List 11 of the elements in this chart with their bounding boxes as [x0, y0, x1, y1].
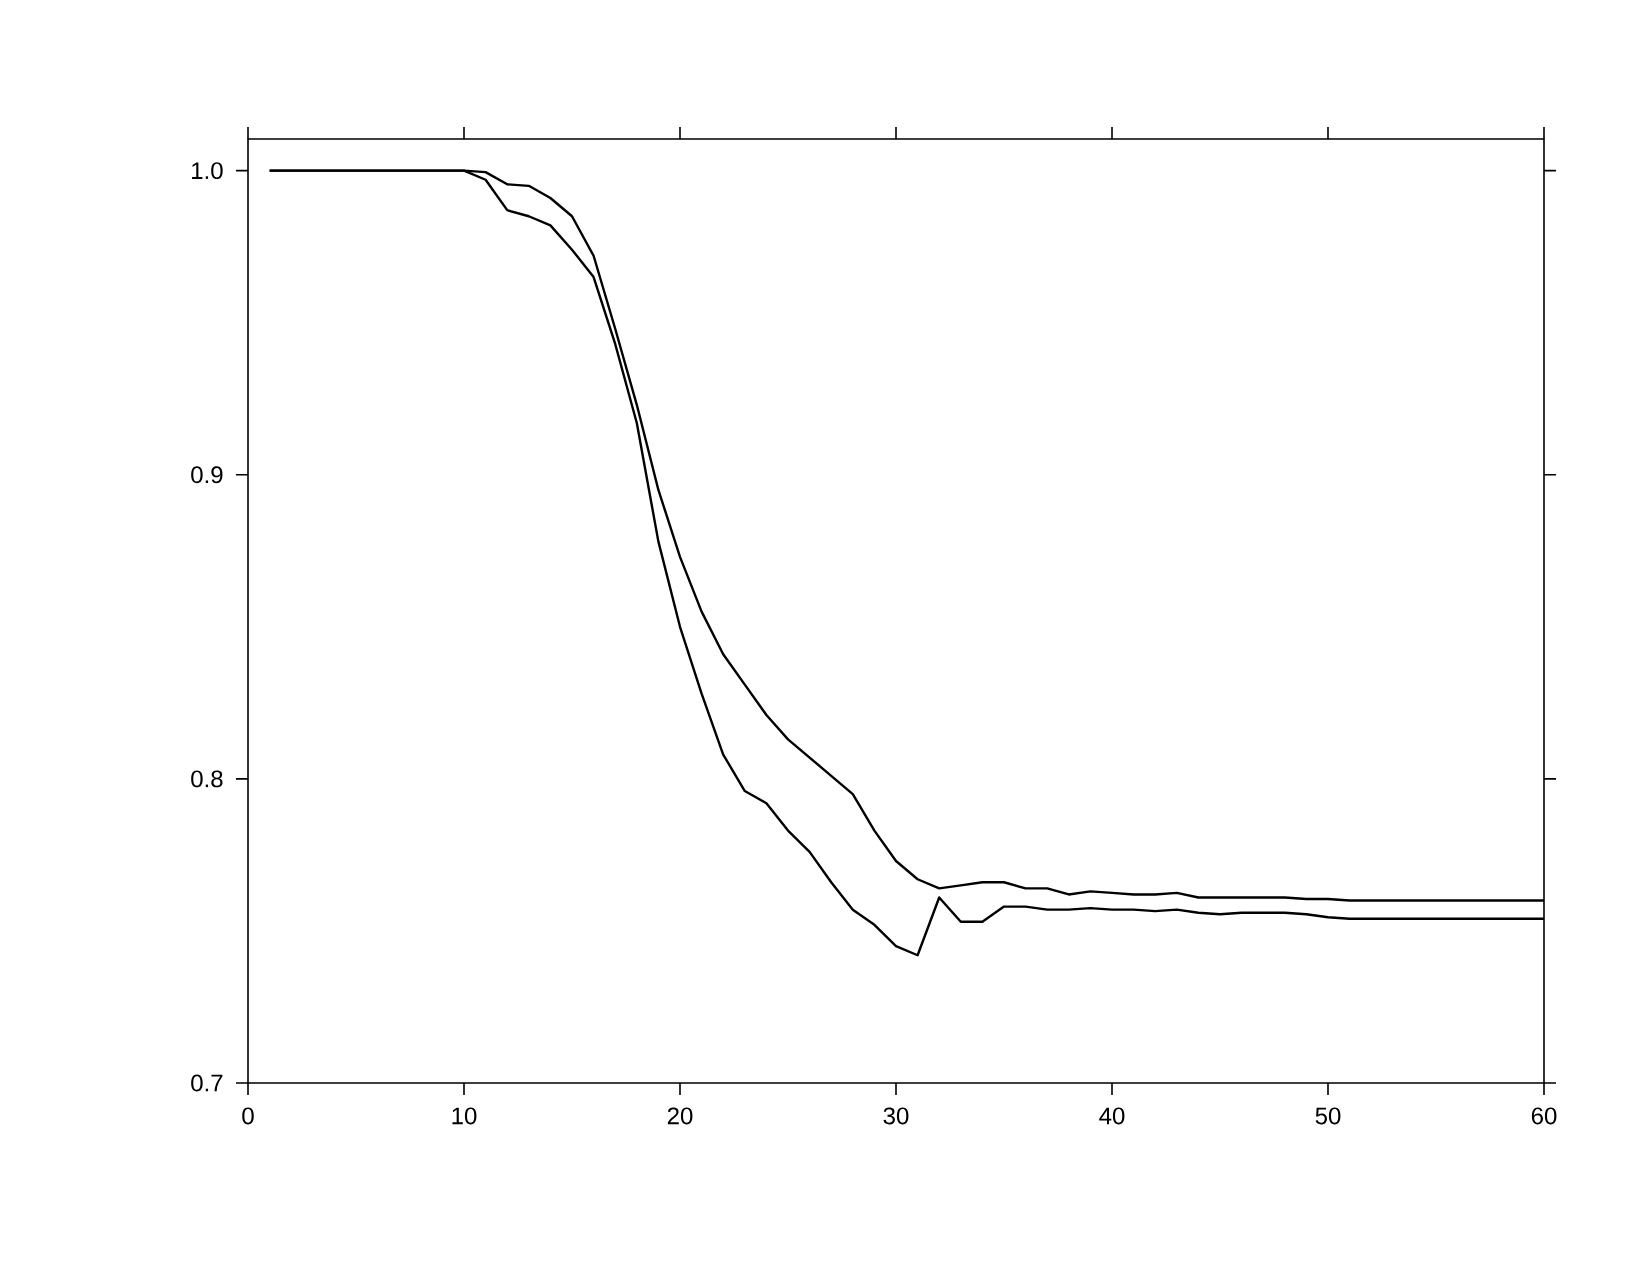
- x-tick-label: 10: [452, 1107, 477, 1125]
- y-tick-label: 0.7: [191, 1074, 223, 1092]
- x-tick-label: 40: [1099, 1107, 1125, 1125]
- y-tick-label: 0.8: [191, 770, 223, 788]
- y-tick-label: 1.0: [192, 162, 223, 180]
- x-tick-label: 30: [883, 1107, 909, 1125]
- x-tick-label: 50: [1315, 1107, 1341, 1125]
- y-tick-label: 0.9: [191, 466, 223, 484]
- x-tick-label: 60: [1531, 1107, 1557, 1125]
- x-tick-label: 0: [242, 1107, 254, 1125]
- x-tick-label: 20: [667, 1107, 693, 1125]
